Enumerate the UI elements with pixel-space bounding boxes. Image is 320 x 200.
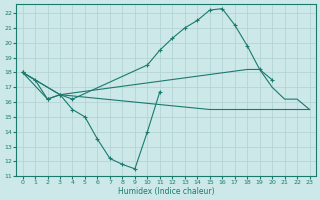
X-axis label: Humidex (Indice chaleur): Humidex (Indice chaleur) <box>118 187 214 196</box>
